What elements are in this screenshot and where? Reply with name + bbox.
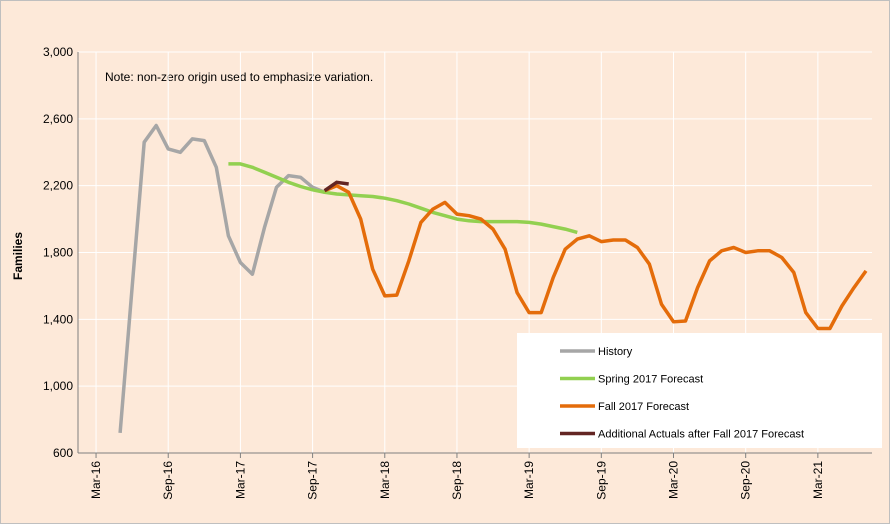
y-tick-label: 2,600 <box>43 112 73 126</box>
x-tick-label: Mar-19 <box>522 461 536 499</box>
annotation: Note: non-zero origin used to emphasize … <box>105 70 373 84</box>
x-tick-label: Mar-21 <box>811 461 825 499</box>
x-tick-label: Mar-17 <box>233 461 247 499</box>
x-tick-label: Sep-19 <box>594 461 608 500</box>
legend-label: Spring 2017 Forecast <box>598 374 703 386</box>
y-tick-label: 1,400 <box>43 312 73 326</box>
x-tick-label: Mar-18 <box>378 461 392 499</box>
series-line <box>228 162 578 235</box>
legend: History Spring 2017 Forecast Fall 2017 For… <box>517 333 882 448</box>
legend-label: History <box>598 346 633 358</box>
y-tick-label: 600 <box>53 446 73 460</box>
x-tick-label: Sep-16 <box>161 461 175 500</box>
legend-label: Fall 2017 Forecast <box>598 401 689 413</box>
y-tick-label: 2,200 <box>43 179 73 193</box>
series-line <box>323 180 349 193</box>
x-tick-label: Mar-16 <box>89 461 103 499</box>
x-tick-label: Sep-17 <box>306 461 320 500</box>
x-tick-label: Mar-20 <box>667 461 681 499</box>
y-tick-label: 3,000 <box>43 45 73 59</box>
x-tick-label: Sep-18 <box>450 461 464 500</box>
y-axis-title: Families <box>11 232 25 280</box>
y-tick-label: 1,000 <box>43 379 73 393</box>
series-line <box>323 183 868 331</box>
legend-label: Additional Actuals after Fall 2017 Forec… <box>598 429 804 441</box>
series-line <box>118 123 326 434</box>
x-tick-label: Sep-20 <box>739 461 753 500</box>
y-tick-label: 1,800 <box>43 246 73 260</box>
